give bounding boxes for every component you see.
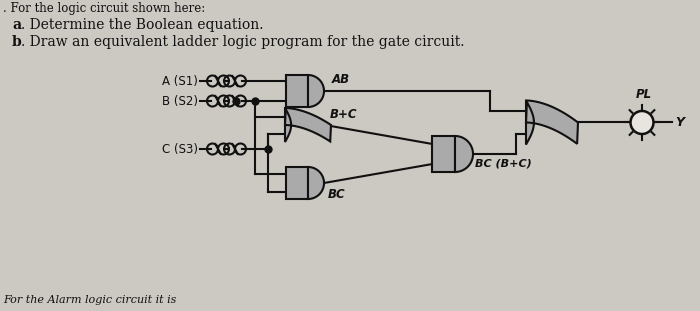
Text: PL: PL [636,88,652,101]
Polygon shape [286,167,308,199]
Text: A (S1): A (S1) [162,75,198,87]
Text: a: a [12,18,21,32]
Text: Y: Y [676,116,685,129]
Circle shape [631,111,654,134]
Polygon shape [308,167,324,199]
Text: For the Alarm logic circuit it is: For the Alarm logic circuit it is [3,295,176,305]
Polygon shape [285,108,331,142]
Text: . Determine the Boolean equation.: . Determine the Boolean equation. [21,18,263,32]
Text: . Draw an equivalent ladder logic program for the gate circuit.: . Draw an equivalent ladder logic progra… [21,35,465,49]
Text: C (S3): C (S3) [162,142,198,156]
Text: BC (B+C): BC (B+C) [475,158,532,168]
Text: B+C: B+C [330,108,358,121]
Polygon shape [286,75,308,107]
Polygon shape [526,100,578,145]
Text: b: b [12,35,22,49]
Polygon shape [455,136,473,172]
Polygon shape [308,75,324,107]
Text: AB: AB [332,73,350,86]
Text: B (S2): B (S2) [162,95,198,108]
Text: BC: BC [328,188,346,201]
Polygon shape [432,136,455,172]
Text: . For the logic circuit shown here:: . For the logic circuit shown here: [3,2,205,15]
